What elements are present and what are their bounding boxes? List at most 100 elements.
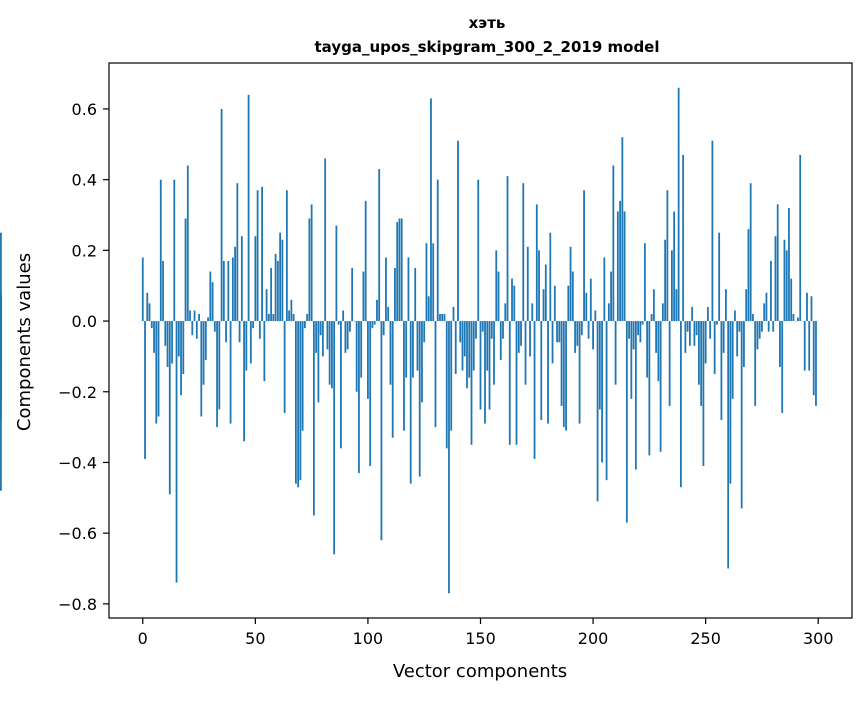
- bar: [315, 321, 317, 353]
- bar: [162, 261, 164, 321]
- bar: [536, 204, 538, 321]
- bar: [784, 240, 786, 321]
- bar: [626, 321, 628, 523]
- bar: [716, 321, 718, 325]
- bar: [245, 321, 247, 370]
- bar: [381, 321, 383, 540]
- bar: [419, 321, 421, 477]
- bar: [808, 321, 810, 370]
- bar: [268, 314, 270, 321]
- bar: [342, 310, 344, 321]
- bar: [790, 279, 792, 321]
- bar: [750, 183, 752, 321]
- bar: [473, 321, 475, 370]
- x-tick-label: 50: [245, 629, 265, 648]
- bar: [437, 180, 439, 321]
- bar: [621, 137, 623, 321]
- x-tick-label: 0: [138, 629, 148, 648]
- bar: [687, 321, 689, 332]
- bar: [281, 240, 283, 321]
- x-tick-label: 200: [578, 629, 609, 648]
- bar: [563, 321, 565, 427]
- bar: [428, 296, 430, 321]
- bar: [277, 261, 279, 321]
- bar: [644, 243, 646, 321]
- bar: [441, 314, 443, 321]
- bar: [561, 321, 563, 406]
- bar: [698, 321, 700, 385]
- bar: [225, 321, 227, 342]
- bar: [619, 201, 621, 321]
- bar: [257, 190, 259, 321]
- bar: [324, 158, 326, 321]
- bar: [630, 321, 632, 399]
- bar: [572, 272, 574, 321]
- bar: [590, 279, 592, 321]
- bar: [151, 321, 153, 328]
- bar: [552, 321, 554, 363]
- bar: [293, 314, 295, 321]
- bar: [648, 321, 650, 455]
- bar: [788, 208, 790, 321]
- bar: [191, 321, 193, 335]
- bar: [511, 279, 513, 321]
- bar: [617, 211, 619, 321]
- bar: [730, 321, 732, 484]
- bar: [403, 321, 405, 431]
- bar: [793, 314, 795, 321]
- bar: [606, 321, 608, 480]
- bar: [608, 303, 610, 321]
- bar: [718, 233, 720, 321]
- bar: [372, 321, 374, 328]
- bar: [387, 307, 389, 321]
- bar: [329, 321, 331, 385]
- bar: [707, 307, 709, 321]
- bar: [678, 88, 680, 321]
- bar: [160, 180, 162, 321]
- bar: [734, 310, 736, 321]
- bar: [642, 321, 644, 325]
- bar: [212, 282, 214, 321]
- bar: [727, 321, 729, 568]
- bar: [356, 321, 358, 392]
- bar: [653, 289, 655, 321]
- bar: [633, 321, 635, 349]
- bar: [207, 318, 209, 322]
- bar: [304, 321, 306, 328]
- bar: [365, 201, 367, 321]
- bar: [196, 321, 198, 339]
- bar: [347, 321, 349, 349]
- bar: [180, 321, 182, 395]
- bar: [363, 272, 365, 321]
- bar: [799, 155, 801, 321]
- bar: [169, 321, 171, 494]
- bar: [435, 321, 437, 427]
- bar: [757, 321, 759, 349]
- x-tick-label: 100: [353, 629, 384, 648]
- bar: [182, 321, 184, 374]
- bar: [457, 141, 459, 321]
- bar: [340, 321, 342, 448]
- bar: [351, 268, 353, 321]
- bar: [811, 296, 813, 321]
- bar: [189, 310, 191, 321]
- bar: [392, 321, 394, 438]
- bar: [779, 321, 781, 367]
- chart-subtitle: tayga_upos_skipgram_300_2_2019 model: [315, 38, 660, 56]
- bar: [588, 321, 590, 339]
- bar-series: [0, 88, 817, 594]
- bar: [556, 321, 558, 342]
- bar: [455, 321, 457, 374]
- bar: [462, 321, 464, 370]
- bar: [205, 321, 207, 360]
- bar: [628, 321, 630, 339]
- bar: [637, 321, 639, 335]
- bar: [266, 289, 268, 321]
- bar: [745, 289, 747, 321]
- y-tick-label: 0.2: [72, 241, 97, 260]
- bar: [358, 321, 360, 473]
- bar: [597, 321, 599, 501]
- bar: [498, 272, 500, 321]
- bar: [203, 321, 205, 385]
- bar: [507, 176, 509, 321]
